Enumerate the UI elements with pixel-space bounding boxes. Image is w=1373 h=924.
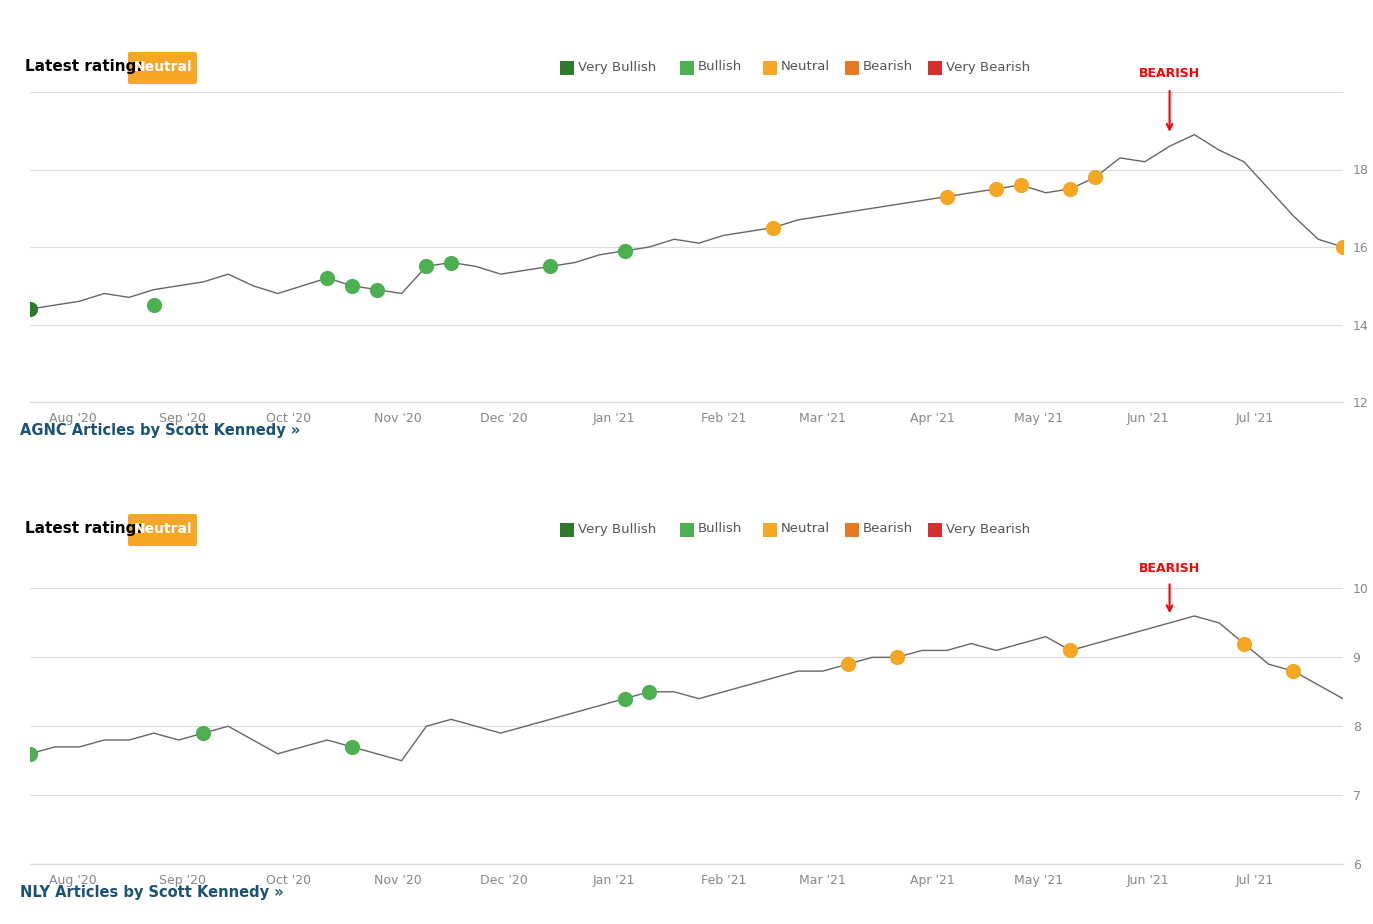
- Point: [638, 685, 660, 699]
- Text: Neutral: Neutral: [780, 522, 829, 536]
- Point: [19, 747, 41, 761]
- Point: [1282, 663, 1304, 678]
- Bar: [560, 523, 574, 537]
- Text: Bullish: Bullish: [697, 60, 743, 74]
- Point: [365, 282, 387, 297]
- Text: Very Bearish: Very Bearish: [946, 522, 1030, 536]
- Point: [441, 255, 463, 270]
- Bar: [560, 61, 574, 75]
- Bar: [680, 61, 693, 75]
- Bar: [762, 523, 777, 537]
- FancyBboxPatch shape: [128, 52, 196, 84]
- Point: [416, 259, 438, 274]
- Point: [316, 271, 338, 286]
- Point: [341, 739, 362, 754]
- Point: [1085, 170, 1107, 185]
- Text: Very Bullish: Very Bullish: [578, 522, 656, 536]
- Point: [762, 220, 784, 235]
- Point: [886, 650, 908, 664]
- FancyBboxPatch shape: [128, 514, 196, 546]
- Text: Latest rating:: Latest rating:: [25, 521, 143, 537]
- Bar: [680, 523, 693, 537]
- Text: Neutral: Neutral: [133, 522, 192, 536]
- Point: [1060, 181, 1082, 196]
- Bar: [762, 61, 777, 75]
- Text: Bearish: Bearish: [864, 522, 913, 536]
- Bar: [844, 523, 859, 537]
- Text: AGNC - AGNC Investment Corp.: AGNC - AGNC Investment Corp.: [14, 12, 319, 30]
- Text: NLY Articles by Scott Kennedy »: NLY Articles by Scott Kennedy »: [21, 884, 284, 899]
- Text: Neutral: Neutral: [133, 60, 192, 74]
- Point: [935, 189, 957, 204]
- Text: NLY - Annaly Capital Management, Inc.: NLY - Annaly Capital Management, Inc.: [14, 473, 416, 492]
- Text: Very Bearish: Very Bearish: [946, 60, 1030, 74]
- Bar: [928, 523, 942, 537]
- Point: [1332, 239, 1354, 254]
- Point: [1233, 636, 1255, 650]
- Point: [1060, 643, 1082, 658]
- Point: [614, 244, 636, 259]
- Point: [540, 259, 562, 274]
- Text: BEARISH: BEARISH: [1140, 562, 1200, 575]
- Point: [143, 298, 165, 312]
- Bar: [928, 61, 942, 75]
- Point: [836, 657, 858, 672]
- Text: Neutral: Neutral: [780, 60, 829, 74]
- Text: Bullish: Bullish: [697, 522, 743, 536]
- Point: [19, 301, 41, 316]
- Text: Very Bullish: Very Bullish: [578, 60, 656, 74]
- Point: [192, 725, 214, 740]
- Point: [341, 278, 362, 293]
- Text: Latest rating:: Latest rating:: [25, 59, 143, 75]
- Text: BEARISH: BEARISH: [1140, 67, 1200, 80]
- Point: [614, 691, 636, 706]
- Text: Bearish: Bearish: [864, 60, 913, 74]
- Text: AGNC Articles by Scott Kennedy »: AGNC Articles by Scott Kennedy »: [21, 422, 301, 437]
- Bar: [844, 61, 859, 75]
- Point: [986, 181, 1008, 196]
- Point: [1011, 177, 1032, 192]
